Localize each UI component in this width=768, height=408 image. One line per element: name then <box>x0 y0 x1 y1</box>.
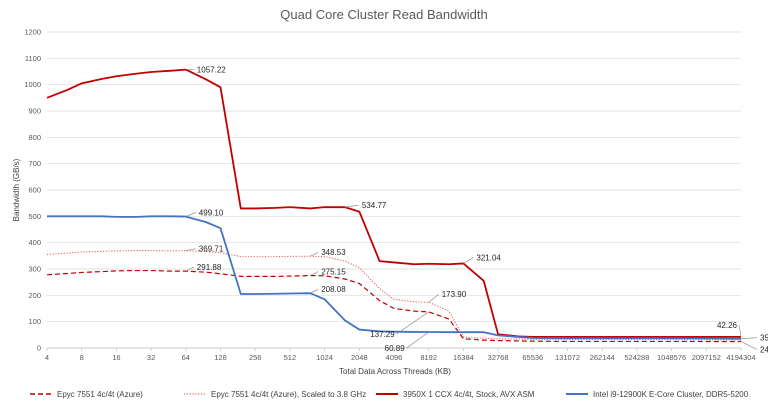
series-line-3 <box>47 215 742 340</box>
x-tick-label: 32768 <box>488 353 509 362</box>
y-tick-label: 800 <box>28 133 41 142</box>
data-label-leader <box>344 204 359 208</box>
data-label-leader <box>428 293 439 303</box>
y-tick-label: 0 <box>37 344 41 353</box>
data-label: 1057.22 <box>197 66 226 75</box>
x-tick-label: 16 <box>112 353 120 362</box>
data-labels: 1057.22 534.77 321.04 42.26 499.10 208.08 60.8… <box>185 66 768 354</box>
x-tick-label: 262144 <box>590 353 615 362</box>
series-line-1 <box>46 250 741 341</box>
x-tick-label: 4096 <box>386 353 403 362</box>
legend-label-0: Epyc 7551 4c/4t (Azure) <box>57 390 143 399</box>
x-axis-title: Total Data Across Threads (KB) <box>339 367 451 376</box>
x-tick-label: 32 <box>147 353 155 362</box>
x-tick-label: 4 <box>45 353 49 362</box>
data-label-leader <box>463 257 474 264</box>
data-label: 291.88 <box>197 263 222 272</box>
x-tick-label: 512 <box>284 353 297 362</box>
y-axis-title: Bandwidth (GB/s) <box>12 158 21 221</box>
y-tick-label: 500 <box>28 212 41 221</box>
y-tick-label: 400 <box>28 238 41 247</box>
y-tick-label: 600 <box>28 186 41 195</box>
y-tick-label: 100 <box>28 317 41 326</box>
data-label: 137.29 <box>370 330 395 339</box>
x-tick-label: 65536 <box>522 353 543 362</box>
data-label: 173.90 <box>442 290 467 299</box>
data-label: 348.53 <box>321 248 346 257</box>
x-tick-label: 4194304 <box>726 353 755 362</box>
x-tick-label: 1048576 <box>657 353 686 362</box>
y-tick-label: 200 <box>28 291 41 300</box>
y-tick-label: 700 <box>28 159 41 168</box>
legend: Epyc 7551 4c/4t (Azure) Epyc 7551 4c/4t (… <box>30 390 749 399</box>
y-tick-label: 900 <box>28 107 41 116</box>
data-label-leader <box>738 324 742 337</box>
data-label: 534.77 <box>362 201 387 210</box>
data-label: 499.10 <box>199 209 224 218</box>
data-label-leader <box>185 212 196 217</box>
legend-label-1: Epyc 7551 4c/4t (Azure), Scaled to 3.8 G… <box>211 390 366 399</box>
x-tick-label: 2097152 <box>692 353 721 362</box>
data-label-leader <box>310 288 319 294</box>
data-label: 60.89 <box>385 344 406 353</box>
data-label: 35.38 <box>760 334 768 343</box>
x-tick-label: 2048 <box>351 353 368 362</box>
x-tick-label: 256 <box>249 353 262 362</box>
x-tick-label: 8192 <box>420 353 437 362</box>
series-line-2 <box>46 68 742 338</box>
data-label-leader <box>740 341 758 350</box>
data-label: 321.04 <box>476 253 501 262</box>
x-tick-label: 64 <box>182 353 190 362</box>
x-tick-label: 131072 <box>555 353 580 362</box>
y-tick-label: 300 <box>28 265 41 274</box>
data-label-leader <box>310 251 319 257</box>
data-label: 42.26 <box>717 321 738 330</box>
series-line-0 <box>46 269 742 343</box>
x-tick-label: 1024 <box>316 353 333 362</box>
data-label-leader <box>740 337 758 339</box>
axes: 0 100 200 300 400 500 600 700 800 900 1000 1100 1200… <box>24 28 755 363</box>
x-tick-label: 8 <box>80 353 84 362</box>
data-label-leader <box>185 266 194 272</box>
x-tick-label: 524288 <box>624 353 649 362</box>
y-tick-label: 1200 <box>24 28 41 37</box>
data-label-leader <box>310 271 319 276</box>
data-label-leader <box>185 248 196 251</box>
y-tick-label: 1100 <box>25 54 41 63</box>
data-label-leader <box>396 311 429 335</box>
series-lines <box>46 68 742 343</box>
legend-label-3: Intel i9-12900K E-Core Cluster, DDR5-520… <box>593 390 749 399</box>
chart-title: Quad Core Cluster Read Bandwidth <box>280 7 487 22</box>
x-tick-label: 16384 <box>453 353 474 362</box>
data-label: 24.73 <box>760 345 768 354</box>
data-label: 369.71 <box>199 245 224 254</box>
gridlines <box>47 31 741 349</box>
data-label: 275.15 <box>321 268 346 277</box>
data-label: 208.08 <box>321 285 346 294</box>
data-label-leader <box>406 331 429 349</box>
y-tick-label: 1000 <box>24 80 41 89</box>
x-tick-label: 128 <box>214 353 227 362</box>
legend-label-2: 3950X 1 CCX 4c/4t, Stock, AVX ASM <box>403 390 535 399</box>
